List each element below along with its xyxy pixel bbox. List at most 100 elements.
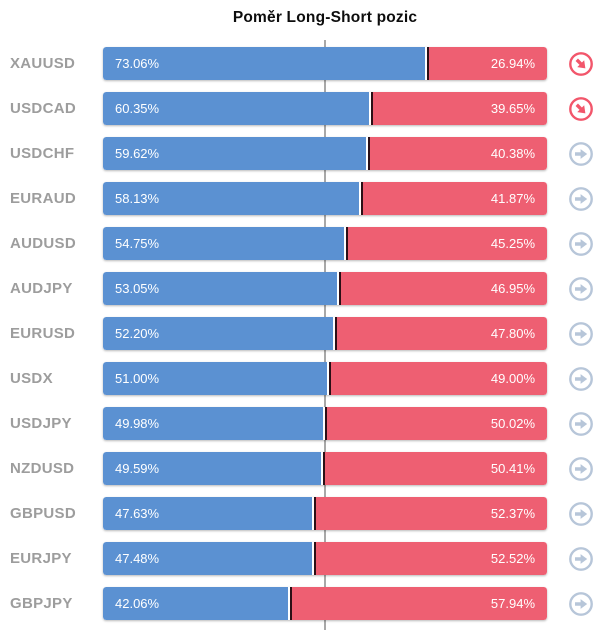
trend-icon-cell[interactable]: [547, 366, 614, 392]
segment-gap: [368, 92, 371, 125]
trend-icon-cell[interactable]: [547, 186, 614, 212]
long-percentage-label: 53.05%: [115, 281, 160, 296]
short-percentage-label: 47.80%: [490, 326, 535, 341]
long-short-ratio-bar: 51.00% 49.00%: [103, 362, 547, 395]
segment-separator-line: [323, 452, 326, 485]
short-percentage-label: 45.25%: [490, 236, 535, 251]
trend-icon-cell[interactable]: [547, 411, 614, 437]
long-bar-segment: 53.05%: [103, 272, 337, 305]
symbol-label: USDJPY: [10, 415, 72, 432]
trend-right-arrow-circle-icon: [568, 186, 593, 211]
trend-icon-cell[interactable]: [547, 321, 614, 347]
trend-right-arrow-circle-icon: [568, 231, 593, 256]
trend-icon-cell[interactable]: [547, 96, 614, 122]
long-short-ratio-bar: 49.98% 50.02%: [103, 407, 547, 440]
segment-gap: [322, 407, 325, 440]
trend-right-arrow-circle-icon: [568, 276, 593, 301]
trend-icon-cell[interactable]: [547, 591, 614, 617]
long-short-ratio-bar: 47.48% 52.52%: [103, 542, 547, 575]
trend-icon-cell[interactable]: [547, 141, 614, 167]
long-percentage-label: 52.20%: [115, 326, 160, 341]
segment-gap: [425, 47, 428, 80]
long-bar-segment: 59.62%: [103, 137, 366, 170]
ratio-rows-list: XAUUSD 73.06% 26.94% USDCAD 60.35%: [0, 41, 614, 626]
ratio-row: GBPUSD 47.63% 52.37%: [0, 491, 614, 536]
short-bar-segment: 46.95%: [340, 272, 547, 305]
short-bar-segment: 50.41%: [325, 452, 547, 485]
segment-gap: [327, 362, 330, 395]
short-bar-segment: 57.94%: [291, 587, 547, 620]
segment-gap: [311, 542, 314, 575]
symbol-label: GBPJPY: [10, 595, 73, 612]
segment-gap: [359, 182, 362, 215]
short-bar-segment: 39.65%: [372, 92, 547, 125]
short-percentage-label: 50.02%: [490, 416, 535, 431]
ratio-row: GBPJPY 42.06% 57.94%: [0, 581, 614, 626]
chart-title: Poměr Long-Short pozic: [232, 9, 418, 26]
ratio-row: USDJPY 49.98% 50.02%: [0, 401, 614, 446]
long-short-ratio-bar: 73.06% 26.94%: [103, 47, 547, 80]
long-bar-segment: 47.63%: [103, 497, 313, 530]
short-percentage-label: 49.00%: [490, 371, 535, 386]
short-percentage-label: 57.94%: [490, 596, 535, 611]
segment-separator-line: [313, 542, 316, 575]
segment-gap: [312, 497, 315, 530]
long-short-ratio-bar: 53.05% 46.95%: [103, 272, 547, 305]
trend-right-arrow-circle-icon: [568, 546, 593, 571]
trend-icon-cell[interactable]: [547, 231, 614, 257]
long-bar-segment: 51.00%: [103, 362, 328, 395]
short-bar-segment: 52.52%: [315, 542, 547, 575]
long-short-ratio-bar: 54.75% 45.25%: [103, 227, 547, 260]
long-short-ratio-bar: 49.59% 50.41%: [103, 452, 547, 485]
trend-icon-cell[interactable]: [547, 276, 614, 302]
symbol-label: AUDUSD: [10, 235, 76, 252]
long-percentage-label: 59.62%: [115, 146, 160, 161]
ratio-row: USDCHF 59.62% 40.38%: [0, 131, 614, 176]
long-short-ratio-bar: 47.63% 52.37%: [103, 497, 547, 530]
ratio-row: EURJPY 47.48% 52.52%: [0, 536, 614, 581]
trend-icon-cell[interactable]: [547, 501, 614, 527]
symbol-label: NZDUSD: [10, 460, 75, 477]
short-bar-segment: 45.25%: [348, 227, 547, 260]
trend-down-right-arrow-circle-icon: [568, 51, 593, 76]
trend-right-arrow-circle-icon: [568, 501, 593, 526]
short-percentage-label: 52.52%: [490, 551, 535, 566]
long-bar-segment: 60.35%: [103, 92, 369, 125]
ratio-row: AUDJPY 53.05% 46.95%: [0, 266, 614, 311]
short-percentage-label: 52.37%: [490, 506, 535, 521]
short-bar-segment: 52.37%: [316, 497, 547, 530]
segment-separator-line: [346, 227, 349, 260]
trend-icon-cell[interactable]: [547, 546, 614, 572]
trend-right-arrow-circle-icon: [568, 366, 593, 391]
segment-separator-line: [427, 47, 430, 80]
trend-right-arrow-circle-icon: [568, 141, 593, 166]
long-percentage-label: 51.00%: [115, 371, 160, 386]
long-bar-segment: 49.98%: [103, 407, 323, 440]
segment-separator-line: [367, 137, 370, 170]
short-bar-segment: 40.38%: [369, 137, 547, 170]
trend-icon-cell[interactable]: [547, 51, 614, 77]
segment-gap: [332, 317, 335, 350]
segment-separator-line: [334, 317, 337, 350]
symbol-label: USDX: [10, 370, 53, 387]
segment-separator-line: [361, 182, 364, 215]
short-bar-segment: 41.87%: [363, 182, 547, 215]
short-bar-segment: 49.00%: [331, 362, 547, 395]
long-short-ratio-bar: 58.13% 41.87%: [103, 182, 547, 215]
short-bar-segment: 26.94%: [429, 47, 547, 80]
ratio-row: EURUSD 52.20% 47.80%: [0, 311, 614, 356]
trend-right-arrow-circle-icon: [568, 456, 593, 481]
short-percentage-label: 46.95%: [490, 281, 535, 296]
short-percentage-label: 41.87%: [490, 191, 535, 206]
long-short-ratio-bar: 42.06% 57.94%: [103, 587, 547, 620]
segment-gap: [321, 452, 324, 485]
symbol-label: EURAUD: [10, 190, 76, 207]
segment-separator-line: [370, 92, 373, 125]
symbol-label: XAUUSD: [10, 55, 76, 72]
symbol-label: EURJPY: [10, 550, 72, 567]
trend-icon-cell[interactable]: [547, 456, 614, 482]
short-percentage-label: 26.94%: [490, 56, 535, 71]
long-percentage-label: 73.06%: [115, 56, 160, 71]
long-bar-segment: 73.06%: [103, 47, 426, 80]
long-percentage-label: 54.75%: [115, 236, 160, 251]
